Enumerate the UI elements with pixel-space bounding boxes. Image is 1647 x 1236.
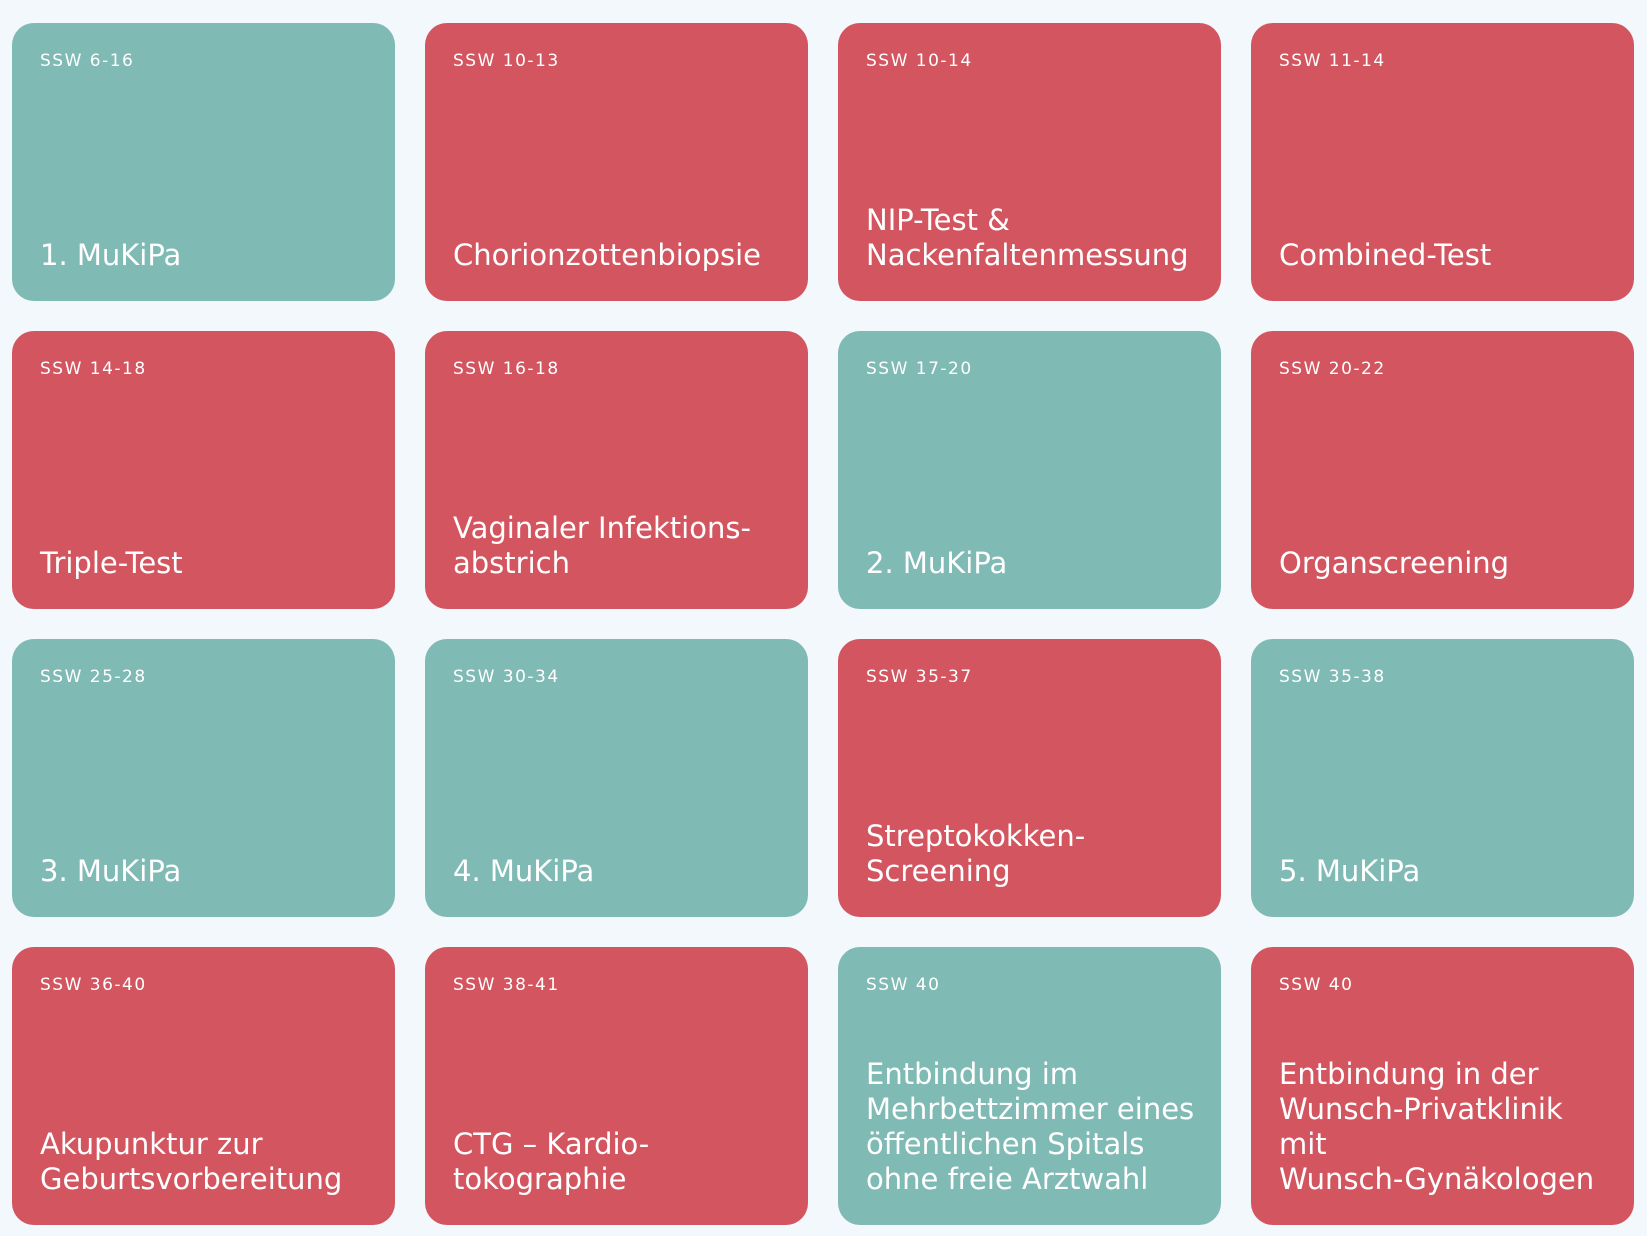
- card-akupunktur[interactable]: SSW 36-40 Akupunktur zur Geburtsvorberei…: [12, 947, 395, 1225]
- card-week-range: SSW 20-22: [1279, 359, 1386, 379]
- card-triple-test[interactable]: SSW 14-18 Triple-Test: [12, 331, 395, 609]
- card-title: Vaginaler Infektions- abstrich: [453, 511, 751, 580]
- card-organscreening[interactable]: SSW 20-22 Organscreening: [1251, 331, 1634, 609]
- card-title: Combined-Test: [1279, 238, 1492, 272]
- card-title: Entbindung in der Wunsch-Privatklinik mi…: [1279, 1057, 1595, 1196]
- card-week-range: SSW 16-18: [453, 359, 560, 379]
- card-title: 2. MuKiPa: [866, 546, 1008, 580]
- card-week-range: SSW 6-16: [40, 51, 135, 71]
- card-title: Entbindung im Mehrbettzimmer eines öffen…: [866, 1057, 1195, 1196]
- card-title: Streptokokken- Screening: [866, 819, 1086, 888]
- card-title: Akupunktur zur Geburtsvorbereitung: [40, 1127, 343, 1196]
- card-week-range: SSW 11-14: [1279, 51, 1386, 71]
- card-chorionzottenbiopsie[interactable]: SSW 10-13 Chorionzottenbiopsie: [425, 23, 808, 301]
- card-week-range: SSW 35-38: [1279, 667, 1386, 687]
- card-mukipa-3[interactable]: SSW 25-28 3. MuKiPa: [12, 639, 395, 917]
- card-week-range: SSW 35-37: [866, 667, 973, 687]
- card-entbindung-privatklinik[interactable]: SSW 40 Entbindung in der Wunsch-Privatkl…: [1251, 947, 1634, 1225]
- card-title: CTG – Kardio- tokographie: [453, 1127, 650, 1196]
- card-title: Triple-Test: [40, 546, 183, 580]
- card-week-range: SSW 40: [866, 975, 941, 995]
- card-vaginaler-infektionsabstrich[interactable]: SSW 16-18 Vaginaler Infektions- abstrich: [425, 331, 808, 609]
- card-week-range: SSW 17-20: [866, 359, 973, 379]
- card-week-range: SSW 25-28: [40, 667, 147, 687]
- card-title: 4. MuKiPa: [453, 854, 595, 888]
- card-mukipa-2[interactable]: SSW 17-20 2. MuKiPa: [838, 331, 1221, 609]
- card-week-range: SSW 30-34: [453, 667, 560, 687]
- card-title: 1. MuKiPa: [40, 238, 182, 272]
- card-nip-test[interactable]: SSW 10-14 NIP-Test & Nackenfaltenmessung: [838, 23, 1221, 301]
- card-week-range: SSW 38-41: [453, 975, 560, 995]
- card-week-range: SSW 40: [1279, 975, 1354, 995]
- card-title: 3. MuKiPa: [40, 854, 182, 888]
- card-entbindung-spital[interactable]: SSW 40 Entbindung im Mehrbettzimmer eine…: [838, 947, 1221, 1225]
- card-combined-test[interactable]: SSW 11-14 Combined-Test: [1251, 23, 1634, 301]
- card-title: NIP-Test & Nackenfaltenmessung: [866, 203, 1189, 272]
- card-week-range: SSW 10-13: [453, 51, 560, 71]
- card-title: Chorionzottenbiopsie: [453, 238, 762, 272]
- card-mukipa-5[interactable]: SSW 35-38 5. MuKiPa: [1251, 639, 1634, 917]
- card-title: 5. MuKiPa: [1279, 854, 1421, 888]
- card-streptokokken-screening[interactable]: SSW 35-37 Streptokokken- Screening: [838, 639, 1221, 917]
- card-mukipa-1[interactable]: SSW 6-16 1. MuKiPa: [12, 23, 395, 301]
- card-ctg[interactable]: SSW 38-41 CTG – Kardio- tokographie: [425, 947, 808, 1225]
- card-week-range: SSW 14-18: [40, 359, 147, 379]
- card-mukipa-4[interactable]: SSW 30-34 4. MuKiPa: [425, 639, 808, 917]
- card-week-range: SSW 10-14: [866, 51, 973, 71]
- card-week-range: SSW 36-40: [40, 975, 147, 995]
- card-title: Organscreening: [1279, 546, 1510, 580]
